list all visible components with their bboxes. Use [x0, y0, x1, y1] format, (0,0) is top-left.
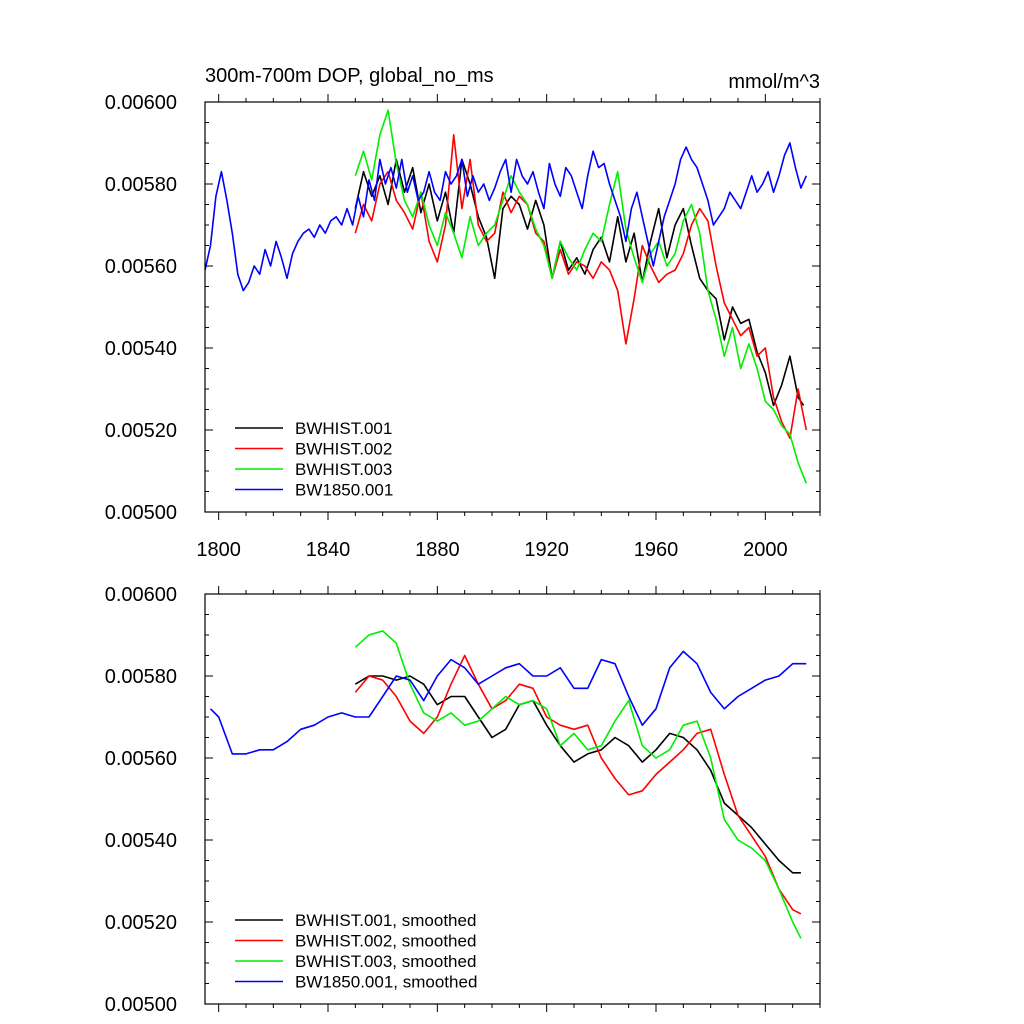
y-tick-label: 0.00580 [105, 666, 177, 688]
x-tick-label: 1920 [524, 539, 569, 561]
y-tick-label: 0.00580 [105, 174, 177, 196]
series-line-bwhist-002 [354, 134, 808, 440]
x-tick-label: 1960 [634, 539, 679, 561]
x-tick-label: 1880 [415, 539, 460, 561]
series-line-bwhist-002-smoothed [354, 654, 802, 915]
series-line-bwhist-003 [354, 109, 808, 484]
y-tick-label: 0.00560 [105, 256, 177, 278]
legend-label: BWHIST.002 [295, 440, 392, 459]
y-tick-label: 0.00600 [105, 92, 177, 114]
legend-label: BWHIST.002, smoothed [295, 932, 476, 951]
y-tick-label: 0.00500 [105, 502, 177, 524]
units-label: mmol/m^3 [728, 71, 820, 93]
x-tick-label: 1800 [196, 539, 241, 561]
y-tick-label: 0.00560 [105, 748, 177, 770]
chart-title: 300m-700m DOP, global_no_ms [205, 65, 494, 87]
y-tick-label: 0.00600 [105, 584, 177, 606]
legend-label: BWHIST.001, smoothed [295, 911, 476, 930]
bottom-panel: 0.00500 0.00520 0.00540 0.00560 0.00580 0.006… [105, 584, 821, 1016]
series-line-bw1850-001 [205, 142, 808, 292]
legend-label: BW1850.001 [295, 481, 393, 500]
legend-label: BW1850.001, smoothed [295, 973, 477, 992]
legend-label: BWHIST.003 [295, 460, 392, 479]
y-tick-label: 0.00500 [105, 994, 177, 1016]
y-tick-label: 0.00540 [105, 830, 177, 852]
series-line-bwhist-001-smoothed [354, 675, 801, 874]
series-line-bwhist-003-smoothed [354, 630, 802, 939]
series-line-bwhist-001 [354, 158, 805, 407]
y-tick-label: 0.00520 [105, 912, 177, 934]
legend-label: BWHIST.001 [295, 419, 392, 438]
x-tick-label: 2000 [743, 539, 788, 561]
y-tick-label: 0.00520 [105, 420, 177, 442]
top-panel: 300m-700m DOP, global_no_ms mmol/m^3 0.0… [105, 65, 821, 561]
series-line-bw1850-001-smoothed [209, 650, 807, 755]
y-tick-label: 0.00540 [105, 338, 177, 360]
x-tick-label: 1840 [306, 539, 351, 561]
legend-label: BWHIST.003, smoothed [295, 952, 476, 971]
